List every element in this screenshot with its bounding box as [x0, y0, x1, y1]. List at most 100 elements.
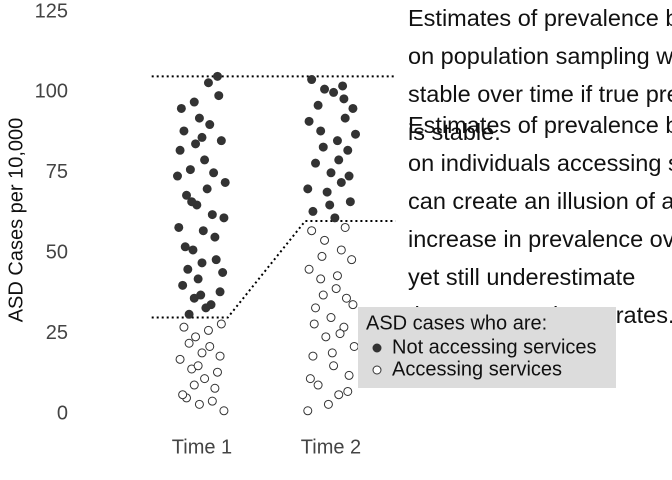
data-point [338, 81, 348, 91]
data-point [198, 226, 208, 236]
data-point [318, 290, 328, 300]
data-point [311, 303, 321, 313]
data-point [200, 155, 210, 165]
x-tick-label: Time 1 [172, 436, 232, 458]
data-point [351, 129, 361, 139]
data-point [326, 313, 336, 323]
data-point [216, 319, 226, 329]
legend-label: Accessing services [392, 358, 562, 380]
data-point [202, 184, 212, 194]
data-point [184, 338, 194, 348]
annotation-text: is stable. [408, 119, 501, 145]
data-point [334, 155, 344, 165]
data-point [197, 132, 207, 142]
data-point [219, 213, 229, 223]
legend-marker [372, 343, 382, 353]
data-point [200, 374, 210, 384]
data-point [329, 361, 339, 371]
annotation-text: yet still underestimate [408, 264, 635, 290]
data-point [313, 100, 323, 110]
data-point [322, 187, 332, 197]
data-point [215, 351, 225, 361]
data-point [220, 177, 230, 187]
data-point [318, 142, 328, 152]
annotation-text: Estimates of prevalence based [408, 112, 672, 138]
x-tick-label: Time 2 [301, 436, 361, 458]
data-point [343, 145, 353, 155]
annotation-text: stable over time if true prevalence [408, 81, 672, 107]
data-point [194, 399, 204, 409]
data-point [219, 406, 229, 416]
y-tick-label: 125 [35, 0, 68, 22]
data-point [311, 158, 321, 168]
y-tick-label: 50 [46, 241, 68, 263]
data-point [327, 348, 337, 358]
data-point [193, 274, 203, 284]
data-point [336, 177, 346, 187]
data-point [344, 370, 354, 380]
data-point [348, 103, 358, 113]
data-point [313, 380, 323, 390]
data-point [175, 145, 185, 155]
data-point [212, 367, 222, 377]
data-point [189, 97, 199, 107]
data-point [349, 341, 359, 351]
data-point [197, 348, 207, 358]
data-point [343, 386, 353, 396]
data-point [189, 380, 199, 390]
data-point [185, 165, 195, 175]
data-point [205, 341, 215, 351]
data-point [180, 242, 190, 252]
data-point [183, 264, 193, 274]
data-point [332, 271, 342, 281]
data-point [329, 87, 339, 97]
data-point [197, 258, 207, 268]
data-point [326, 168, 336, 178]
data-point [207, 210, 217, 220]
data-point [316, 274, 326, 284]
data-point [303, 184, 313, 194]
data-point [210, 232, 220, 242]
data-point [214, 91, 224, 101]
annotation-text: Estimates of prevalence based [408, 5, 672, 31]
data-point [341, 293, 351, 303]
y-axis-label: ASD Cases per 10,000 [5, 118, 27, 323]
data-point [178, 280, 188, 290]
data-point [191, 139, 201, 149]
data-point [332, 136, 342, 146]
legend-box [358, 307, 616, 388]
data-point [308, 351, 318, 361]
data-point [179, 126, 189, 136]
data-point [179, 322, 189, 332]
annotation-text: on population sampling will be [408, 43, 672, 69]
data-point [303, 406, 313, 416]
data-point [330, 213, 340, 223]
data-point [184, 309, 194, 319]
data-point [339, 322, 349, 332]
data-point [176, 103, 186, 113]
data-point [339, 94, 349, 104]
data-point [323, 399, 333, 409]
data-point [304, 264, 314, 274]
data-point [309, 319, 319, 329]
legend-title: ASD cases who are: [366, 312, 547, 334]
data-point [175, 354, 185, 364]
data-point [321, 332, 331, 342]
legend-label: Not accessing services [392, 336, 597, 358]
data-point [317, 251, 327, 261]
data-point [307, 226, 317, 236]
y-tick-label: 25 [46, 322, 68, 344]
annotation-text: can create an illusion of an [408, 188, 672, 214]
data-point [215, 287, 225, 297]
y-tick-label: 100 [35, 81, 68, 103]
data-point [205, 120, 215, 130]
data-point [201, 303, 211, 313]
data-point [304, 116, 314, 126]
data-point [210, 383, 220, 393]
data-point [178, 390, 188, 400]
data-point [187, 197, 197, 207]
data-point [203, 325, 213, 335]
data-point [325, 200, 335, 210]
data-point [189, 293, 199, 303]
